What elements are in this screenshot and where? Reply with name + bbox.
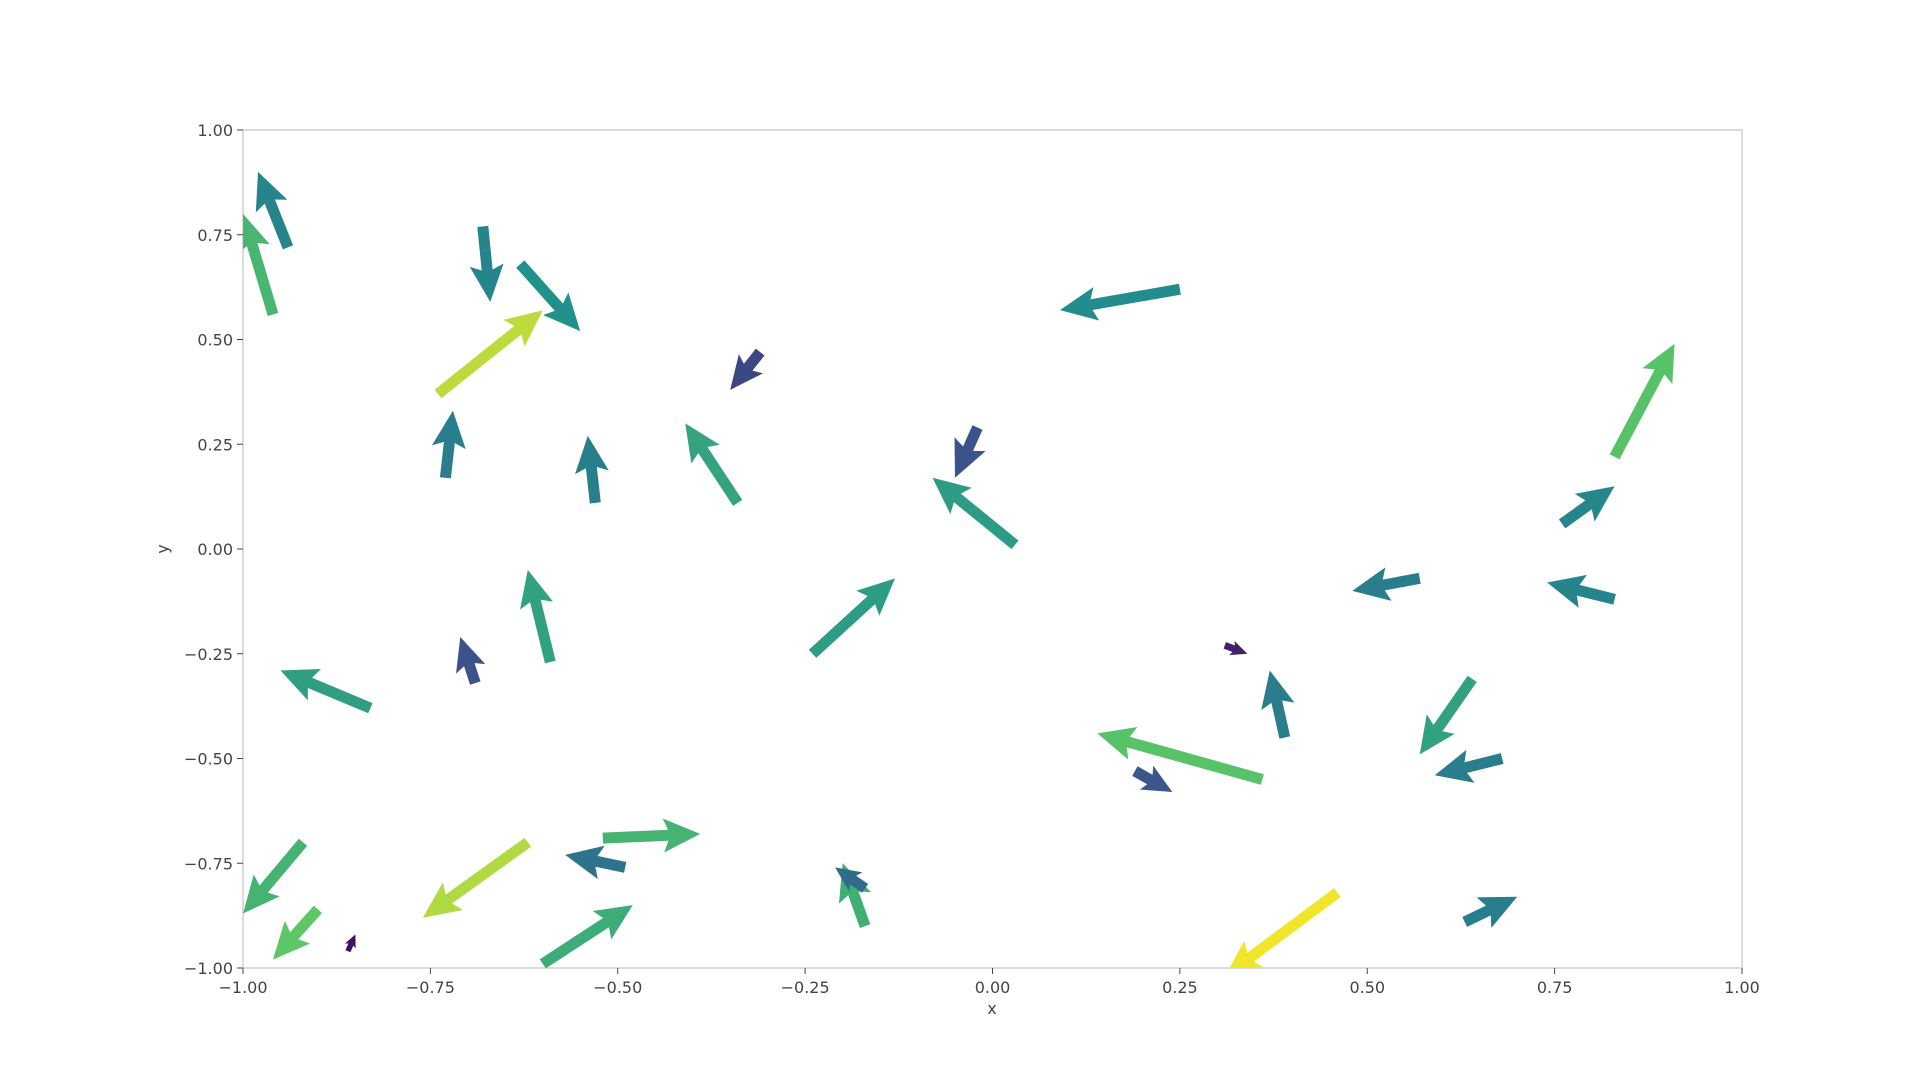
x-tick-label: −0.50 (593, 978, 642, 997)
plot-area (242, 129, 1743, 969)
quiver-arrow (565, 845, 627, 880)
quiver-arrow (1434, 749, 1504, 783)
x-tick-label: 0.50 (1349, 978, 1385, 997)
quiver-arrow (1419, 675, 1477, 755)
quiver-arrow (1462, 896, 1518, 928)
y-tick-label: −0.50 (184, 750, 233, 769)
quiver-arrow (1352, 567, 1421, 601)
quiver-arrow (685, 423, 743, 506)
quiver-arrow (539, 905, 633, 968)
x-tick-label: 0.25 (1162, 978, 1198, 997)
quiver-arrow (272, 905, 322, 960)
y-axis-label: y (153, 544, 172, 553)
y-tick-label: −0.25 (184, 645, 233, 664)
quiver-arrow (344, 934, 356, 953)
y-tick-label: 0.25 (197, 435, 233, 454)
x-tick-label: −1.00 (218, 978, 267, 997)
quiver-arrow (243, 213, 279, 316)
y-tick-label: 0.50 (197, 331, 233, 350)
quiver-arrow (602, 818, 701, 853)
quiver-arrow (516, 260, 581, 332)
quiver-arrow (808, 578, 896, 658)
quiver-arrow (954, 425, 986, 478)
quiver-arrow (520, 569, 556, 664)
quiver-arrow (1224, 888, 1341, 968)
quiver-arrow (574, 435, 609, 504)
x-axis-label: x (987, 999, 996, 1018)
quiver-arrow (1223, 640, 1248, 656)
x-tick-label: −0.25 (781, 978, 830, 997)
arrow-layer (243, 171, 1675, 968)
quiver-arrow (422, 837, 532, 918)
quiver-arrow (255, 171, 294, 250)
quiver-arrow (1558, 486, 1615, 529)
x-axis: −1.00 −0.75 −0.50 −0.25 0.00 0.25 0.50 0.75 1.00 (218, 968, 1760, 997)
quiver-arrow (835, 867, 869, 893)
quiver-arrow (1060, 283, 1181, 321)
quiver-arrow (1132, 765, 1173, 793)
quiver-arrow (1261, 670, 1295, 739)
quiver-arrow (1097, 726, 1264, 785)
quiver-arrow (456, 636, 486, 685)
y-axis: −1.00 −0.75 −0.50 −0.25 0.00 0.25 0.50 0.75 1.00 (184, 121, 243, 978)
y-tick-label: −1.00 (184, 959, 233, 978)
y-tick-label: 0.00 (197, 540, 233, 559)
x-tick-label: 0.00 (975, 978, 1011, 997)
y-tick-label: 1.00 (197, 121, 233, 140)
quiver-arrow (730, 348, 765, 390)
quiver-arrow (243, 838, 308, 914)
x-tick-label: 1.00 (1724, 978, 1760, 997)
x-tick-label: −0.75 (406, 978, 455, 997)
quiver-arrow (469, 225, 504, 302)
quiver-arrow (280, 669, 373, 714)
y-tick-label: 0.75 (197, 226, 233, 245)
quiver-arrow (1609, 343, 1675, 460)
y-tick-label: −0.75 (184, 854, 233, 873)
quiver-arrow (932, 477, 1019, 550)
quiver-arrow (434, 310, 543, 399)
quiver-arrow (1547, 574, 1616, 608)
x-tick-label: 0.75 (1537, 978, 1573, 997)
quiver-arrow (431, 410, 466, 479)
